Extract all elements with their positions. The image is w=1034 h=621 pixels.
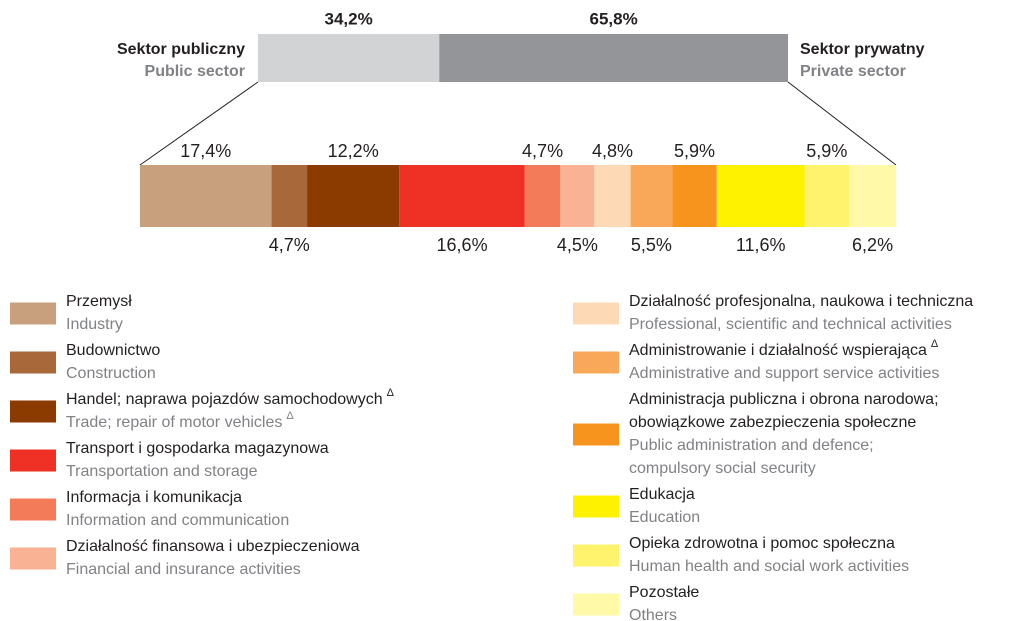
bar-segment [672,165,717,227]
legend-swatch [573,351,619,374]
legend-label-en: Education [629,509,700,526]
legend-swatch [573,593,619,616]
bar-segment [258,34,440,82]
legend-label: Pozostałe [629,584,699,601]
legend-label: Działalność profesjonalna, naukowa i tec… [629,293,973,310]
value-label: 4,7% [269,235,310,255]
connector-line [139,81,259,166]
value-label: 5,5% [631,235,672,255]
legend-label: Administrowanie i działalność wspierając… [629,342,927,359]
value-label: 6,2% [852,235,893,255]
value-label: 34,2% [325,9,373,28]
value-label: 5,9% [806,141,847,161]
legend-label: Administracja publiczna i obrona narodow… [629,391,939,408]
legend-swatch [10,547,56,570]
sector-name: Sektor prywatny [800,41,925,58]
sector-name-en: Public sector [145,63,245,80]
value-label: 4,7% [522,141,563,161]
legend-label: Działalność finansowa i ubezpieczeniowa [66,538,360,555]
bar-segment [524,165,561,227]
legend-label: obowiązkowe zabezpieczenia społeczne [629,414,916,431]
legend-label-en: Financial and insurance activities [66,561,301,578]
legend-label-en: Administrative and support service activ… [629,365,939,382]
legend-label-en: Public administration and defence; [629,437,874,454]
legend-swatch [573,544,619,567]
legend-label-en: Human health and social work activities [629,558,909,575]
value-label: 16,6% [437,235,488,255]
value-label: 4,5% [557,235,598,255]
footnote-mark: Δ [387,387,395,399]
legend-swatch [10,400,56,423]
legend-swatch [573,423,619,446]
legend-label-en: Construction [66,365,156,382]
bar-segment [307,165,400,227]
legend-label-en: Information and communication [66,512,289,529]
bar-segment [594,165,631,227]
legend-label-en: Others [629,607,677,621]
value-label: 12,2% [328,141,379,161]
legend-label: Informacja i komunikacja [66,489,242,506]
bar-segment [399,165,525,227]
bar-segment [560,165,595,227]
legend-swatch [10,351,56,374]
value-label: 5,9% [674,141,715,161]
legend-label: Handel; naprawa pojazdów samochodowych [66,391,383,408]
value-label: 65,8% [590,9,638,28]
legend-label: Opieka zdrowotna i pomoc społeczna [629,535,895,552]
bar-segment [849,165,896,227]
connector-line [787,81,897,166]
legend-label: Transport i gospodarka magazynowa [66,440,329,457]
legend-label-en: Trade; repair of motor vehicles [66,414,282,431]
sector-name: Sektor publiczny [117,41,245,58]
bar-segment [271,165,308,227]
sector-name-en: Private sector [800,63,906,80]
legend-swatch [573,495,619,518]
value-label: 4,8% [592,141,633,161]
value-label: 17,4% [180,141,231,161]
legend-swatch [10,498,56,521]
legend-label-en: compulsory social security [629,460,816,477]
value-label: 11,6% [736,235,786,255]
bar-segment [140,165,272,227]
legend-swatch [10,449,56,472]
legend-label-en: Professional, scientific and technical a… [629,316,952,333]
footnote-mark: Δ [286,410,294,422]
bar-segment [716,165,805,227]
legend-label: Przemysł [66,293,132,310]
legend-label: Budownictwo [66,342,160,359]
bar-segment [804,165,850,227]
legend-swatch [573,302,619,325]
bar-segment [439,34,788,82]
footnote-mark: Δ [931,338,939,350]
legend-label-en: Industry [66,316,123,333]
legend-label-en: Transportation and storage [66,463,258,480]
legend-label: Edukacja [629,486,695,503]
bar-segment [630,165,673,227]
legend-swatch [10,302,56,325]
